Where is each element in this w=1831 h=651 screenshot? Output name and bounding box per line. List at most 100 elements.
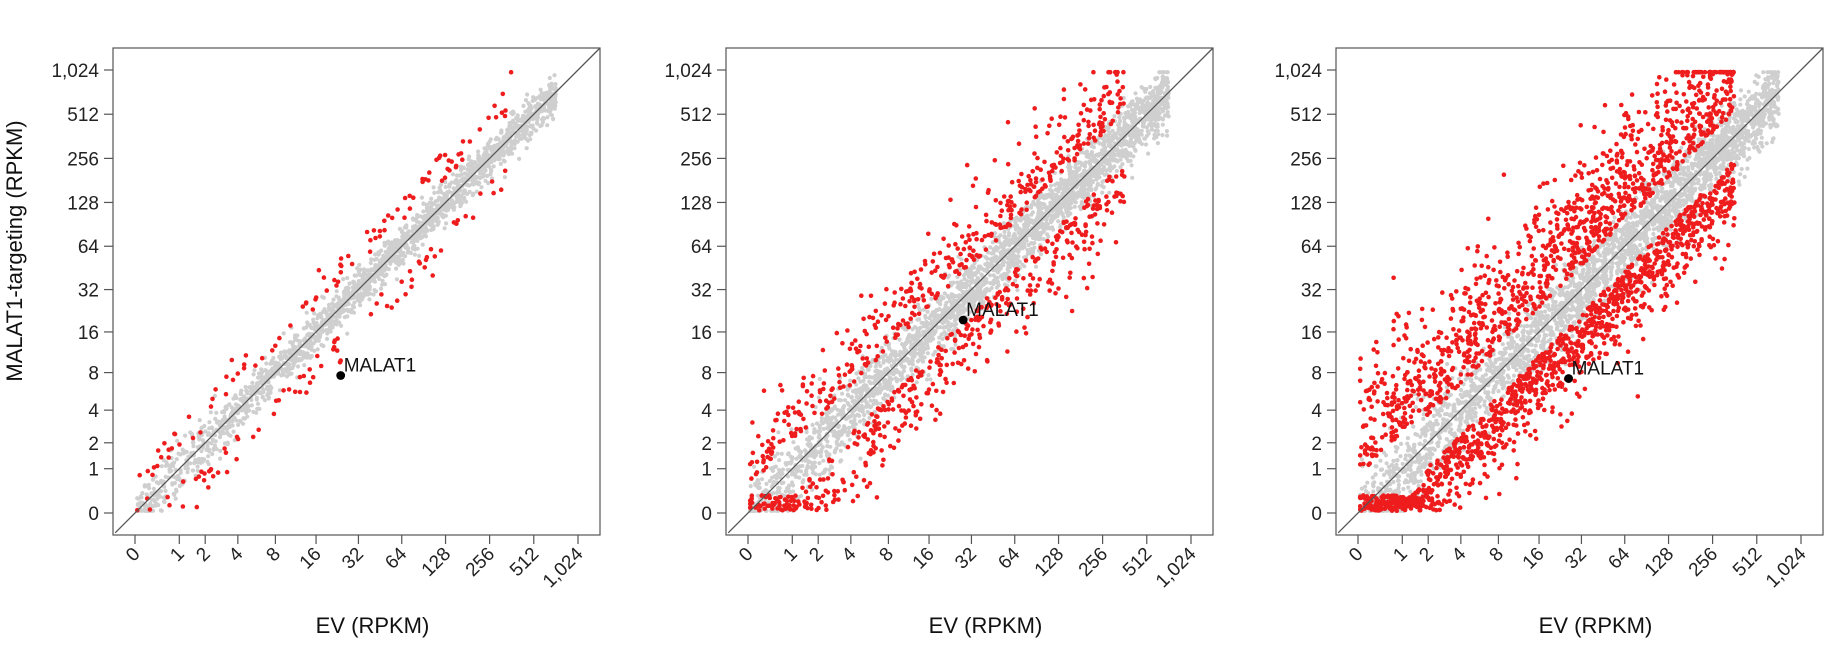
unchanged-point: [1131, 130, 1136, 135]
unchanged-point: [943, 325, 948, 330]
changed-point: [318, 363, 324, 369]
x-tick-label: 0: [122, 544, 144, 566]
unchanged-point: [840, 391, 845, 396]
changed-point: [467, 139, 473, 144]
unchanged-point: [316, 338, 321, 343]
unchanged-point: [786, 451, 791, 456]
unchanged-point: [327, 325, 332, 331]
changed-point: [402, 215, 407, 220]
unchanged-point: [910, 327, 915, 332]
unchanged-point: [420, 234, 425, 240]
unchanged-point: [222, 441, 228, 446]
y-tick-label: 32: [78, 281, 99, 302]
unchanged-point: [937, 335, 942, 340]
unchanged-point: [789, 427, 794, 432]
unchanged-point: [1045, 232, 1050, 237]
y-tick-label: 0: [88, 504, 99, 525]
changed-point: [235, 371, 241, 376]
unchanged-point: [195, 468, 200, 473]
unchanged-point: [753, 483, 758, 488]
unchanged-point: [510, 119, 515, 125]
unchanged-point: [1094, 152, 1099, 157]
unchanged-point: [231, 429, 236, 434]
unchanged-point: [496, 137, 501, 142]
changed-point: [824, 507, 829, 513]
changed-point: [836, 373, 842, 378]
changed-point: [213, 387, 218, 392]
unchanged-point: [859, 390, 864, 395]
unchanged-point: [829, 408, 834, 413]
unchanged-point: [1128, 158, 1133, 163]
unchanged-point: [386, 246, 391, 251]
unchanged-point: [1013, 220, 1018, 225]
unchanged-point: [450, 200, 455, 206]
changed-point: [250, 434, 256, 440]
changed-point: [1113, 240, 1119, 245]
changed-point: [1021, 276, 1026, 281]
unchanged-point: [1022, 264, 1027, 269]
unchanged-point: [432, 190, 437, 195]
unchanged-point: [909, 368, 914, 373]
unchanged-point: [858, 456, 863, 461]
unchanged-point: [994, 254, 999, 259]
changed-point: [297, 389, 303, 395]
changed-point: [253, 363, 258, 368]
unchanged-point: [1041, 237, 1046, 242]
unchanged-point: [341, 277, 346, 282]
unchanged-point: [255, 381, 260, 386]
changed-point: [809, 381, 814, 386]
unchanged-point: [961, 284, 966, 290]
unchanged-point: [839, 432, 844, 437]
unchanged-point: [548, 112, 553, 117]
unchanged-point: [249, 397, 254, 403]
unchanged-point: [240, 407, 245, 412]
unchanged-point: [1076, 166, 1081, 171]
unchanged-point: [264, 370, 269, 375]
changed-point: [316, 267, 322, 273]
unchanged-point: [553, 82, 558, 87]
unchanged-point: [819, 450, 824, 455]
unchanged-point: [804, 430, 809, 435]
unchanged-point: [264, 361, 269, 366]
unchanged-point: [321, 295, 326, 300]
unchanged-point: [301, 355, 306, 360]
unchanged-point: [135, 496, 140, 501]
unchanged-point: [208, 410, 213, 415]
changed-point: [377, 234, 383, 239]
unchanged-point: [893, 354, 898, 359]
unchanged-point: [377, 276, 382, 281]
changed-point: [288, 323, 293, 328]
unchanged-point: [953, 342, 958, 347]
unchanged-point: [212, 393, 217, 398]
unchanged-point: [174, 487, 179, 492]
unchanged-point: [1123, 147, 1128, 152]
changed-point: [981, 323, 986, 329]
y-tick-label: 2: [88, 434, 99, 455]
unchanged-point: [527, 133, 532, 138]
unchanged-point: [499, 130, 504, 135]
changed-point: [349, 261, 355, 267]
unchanged-point: [380, 278, 385, 283]
unchanged-point: [550, 106, 555, 111]
changed-point: [1027, 292, 1033, 297]
unchanged-point: [508, 130, 513, 135]
unchanged-point: [331, 297, 336, 302]
unchanged-point: [383, 249, 388, 255]
changed-point: [1065, 148, 1071, 153]
unchanged-point: [397, 226, 402, 231]
unchanged-point: [808, 442, 813, 447]
unchanged-point: [1080, 162, 1085, 168]
changed-point: [300, 304, 306, 309]
unchanged-point: [837, 397, 842, 403]
y-tick-label: 1,024: [51, 61, 99, 82]
unchanged-point: [256, 371, 262, 376]
changed-point: [382, 227, 387, 233]
unchanged-point: [893, 349, 898, 354]
unchanged-point: [949, 292, 954, 297]
changed-point: [966, 224, 972, 229]
unchanged-point: [334, 294, 339, 299]
unchanged-point: [238, 396, 243, 402]
unchanged-point: [859, 403, 864, 408]
unchanged-point: [540, 117, 545, 122]
unchanged-point: [214, 410, 219, 415]
